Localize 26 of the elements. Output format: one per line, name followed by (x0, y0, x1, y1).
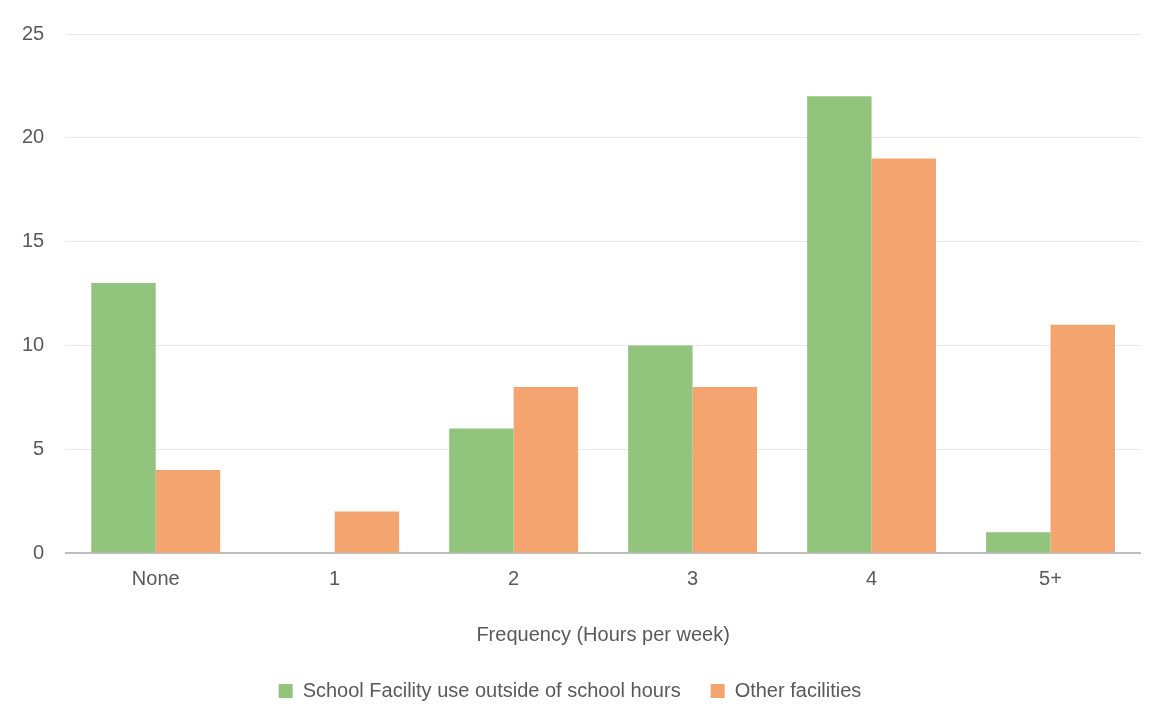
y-tick-label: 5 (33, 436, 45, 459)
bar (871, 158, 936, 553)
y-tick-label: 25 (22, 21, 45, 44)
x-tick-label: None (131, 566, 180, 589)
bar (628, 345, 693, 553)
x-tick-label: 2 (508, 566, 520, 589)
bar (91, 283, 156, 553)
y-tick-label: 10 (22, 332, 45, 355)
bar (807, 96, 872, 553)
x-tick-label: 4 (866, 566, 878, 589)
y-tick-label: 15 (22, 229, 45, 252)
bar (1050, 324, 1115, 553)
x-tick-label: 3 (687, 566, 699, 589)
x-axis-title: Frequency (Hours per week) (476, 622, 730, 645)
y-tick-label: 20 (22, 125, 45, 148)
bar (449, 428, 514, 553)
legend-label: Other facilities (734, 678, 862, 701)
bar (155, 469, 221, 553)
bar (513, 386, 579, 553)
bar (986, 532, 1051, 553)
x-tick-label: 5+ (1039, 566, 1062, 589)
legend-label: School Facility use outside of school hours (302, 678, 681, 701)
y-tick-label: 0 (33, 540, 45, 563)
bar (692, 386, 758, 553)
bar (334, 511, 400, 553)
x-tick-label: 1 (329, 566, 341, 589)
